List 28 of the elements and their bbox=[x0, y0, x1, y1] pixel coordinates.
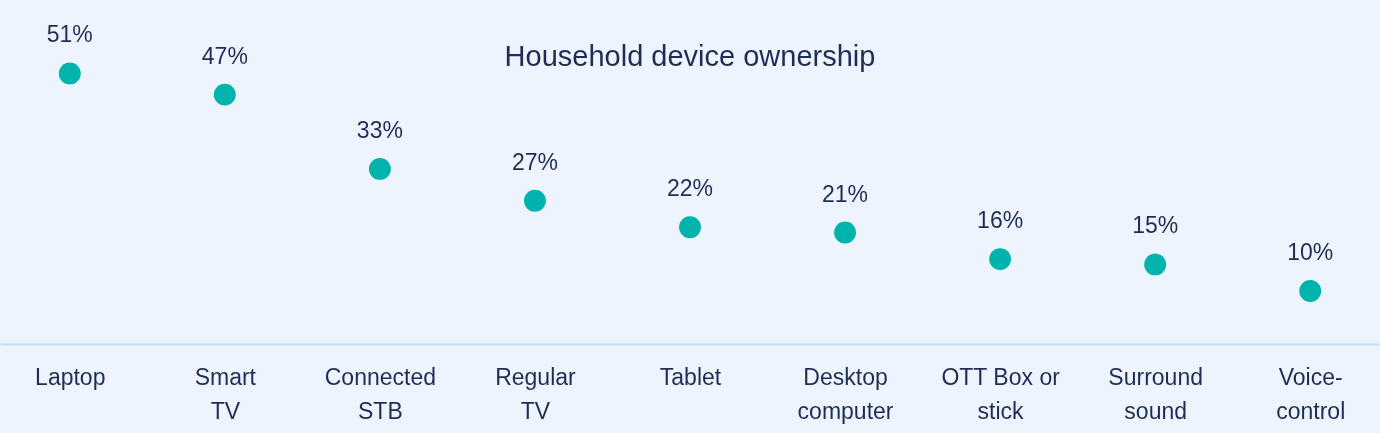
point bbox=[58, 62, 81, 85]
x-tick-label: Voice-control bbox=[1276, 363, 1346, 424]
x-tick-label: Desktop computer bbox=[797, 363, 894, 424]
point bbox=[834, 221, 857, 244]
point bbox=[1144, 253, 1167, 276]
x-tick-label: Connected STB bbox=[324, 363, 437, 424]
x-tick-label: Smart TV bbox=[194, 363, 257, 424]
data-label: 22% bbox=[666, 175, 714, 202]
x-tick-label: Surround sound bbox=[1108, 363, 1203, 424]
data-label: 15% bbox=[1132, 212, 1179, 239]
chart-title: Household device ownership bbox=[504, 40, 876, 72]
data-label: 10% bbox=[1287, 238, 1334, 265]
point bbox=[1299, 280, 1322, 302]
point bbox=[523, 189, 546, 212]
point bbox=[989, 248, 1012, 271]
data-label: 21% bbox=[822, 180, 869, 207]
data-label: 27% bbox=[511, 148, 558, 175]
x-tick-label: Laptop bbox=[35, 363, 106, 390]
x-tick-label: OTT Box or stick bbox=[941, 363, 1061, 424]
x-tick-label: Regular TV bbox=[495, 363, 577, 424]
x-tick-label: Tablet bbox=[659, 363, 722, 390]
data-label: 51% bbox=[46, 21, 93, 48]
point bbox=[679, 216, 701, 239]
point bbox=[368, 157, 391, 180]
data-label: 16% bbox=[977, 207, 1024, 234]
point bbox=[213, 83, 236, 106]
data-label: 33% bbox=[356, 116, 403, 143]
data-label: 47% bbox=[201, 42, 248, 69]
